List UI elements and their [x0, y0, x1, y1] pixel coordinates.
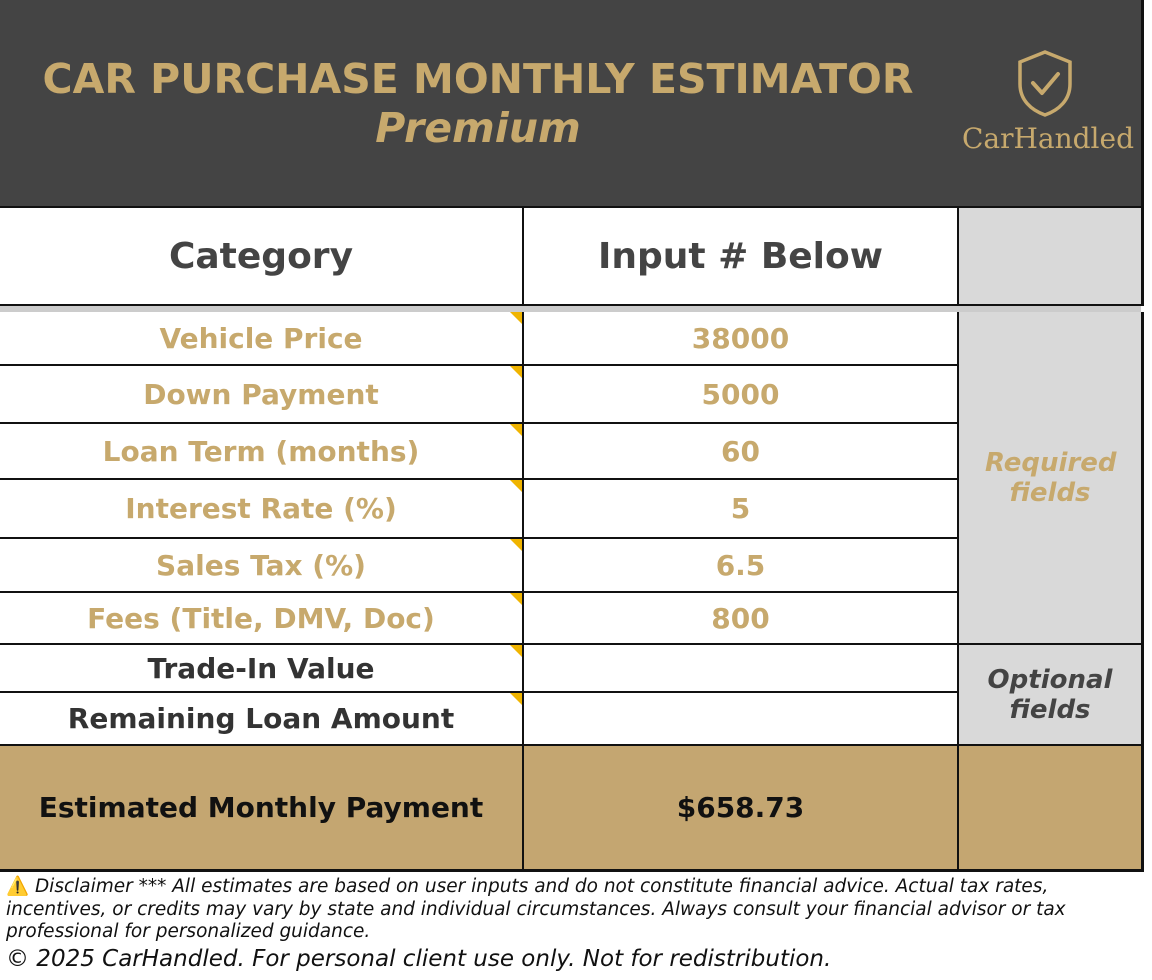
table-row: Vehicle Price 38000 — [0, 312, 1144, 366]
header-divider — [0, 306, 1141, 312]
table-row: Fees (Title, DMV, Doc) 800 — [0, 593, 1144, 645]
copyright-notice: © 2025 CarHandled. For personal client u… — [6, 946, 832, 972]
column-header-notes — [957, 208, 1144, 304]
sales-tax-input[interactable]: 6.5 — [522, 539, 957, 591]
remaining-loan-input[interactable] — [522, 693, 957, 744]
table-header-row: Category Input # Below — [0, 206, 1144, 306]
disclaimer: ⚠️ Disclaimer *** All estimates are base… — [6, 876, 1136, 944]
comment-marker — [510, 366, 522, 378]
comment-marker — [510, 645, 522, 657]
logo-text: CarHandled — [961, 122, 1135, 155]
header-banner: CAR PURCHASE MONTHLY ESTIMATOR Premium C… — [0, 0, 1144, 206]
fees-label: Fees (Title, DMV, Doc) — [0, 593, 522, 643]
loan-term-label: Loan Term (months) — [0, 424, 522, 478]
interest-rate-label: Interest Rate (%) — [0, 480, 522, 537]
table-row: Sales Tax (%) 6.5 — [0, 539, 1144, 593]
column-header-category: Category — [168, 235, 354, 277]
remaining-loan-label: Remaining Loan Amount — [0, 693, 522, 744]
table-row: Loan Term (months) 60 — [0, 424, 1144, 480]
brand-logo: CarHandled — [960, 48, 1140, 168]
table-row: Remaining Loan Amount — [0, 693, 1144, 746]
comment-marker — [510, 693, 522, 705]
comment-marker — [510, 480, 522, 492]
down-payment-label: Down Payment — [0, 366, 522, 422]
trade-in-input[interactable] — [522, 645, 957, 691]
result-row: Estimated Monthly Payment $658.73 — [0, 746, 1144, 872]
comment-marker — [510, 593, 522, 605]
optional-fields-note: Optional fields — [957, 645, 1144, 746]
trade-in-label: Trade-In Value — [0, 645, 522, 691]
table-row: Trade-In Value — [0, 645, 1144, 693]
down-payment-input[interactable]: 5000 — [522, 366, 957, 422]
fees-input[interactable]: 800 — [522, 593, 957, 643]
comment-marker — [510, 539, 522, 551]
loan-term-input[interactable]: 60 — [522, 424, 957, 478]
vehicle-price-label: Vehicle Price — [0, 312, 522, 364]
comment-marker — [510, 424, 522, 436]
interest-rate-input[interactable]: 5 — [522, 480, 957, 537]
table-row: Interest Rate (%) 5 — [0, 480, 1144, 539]
estimated-payment-label: Estimated Monthly Payment — [38, 791, 484, 824]
result-notes-cell — [957, 746, 1144, 869]
warning-icon: ⚠️ — [6, 876, 30, 897]
estimated-payment-value: $658.73 — [522, 746, 957, 869]
column-header-input: Input # Below — [522, 208, 957, 304]
vehicle-price-input[interactable]: 38000 — [522, 312, 957, 364]
page-title: CAR PURCHASE MONTHLY ESTIMATOR — [42, 55, 914, 103]
sales-tax-label: Sales Tax (%) — [0, 539, 522, 591]
table-row: Down Payment 5000 — [0, 366, 1144, 424]
page-subtitle: Premium — [375, 104, 581, 152]
required-fields-note: Required fields — [957, 312, 1144, 645]
shield-check-icon — [1018, 50, 1072, 117]
comment-marker — [510, 312, 522, 324]
disclaimer-text: Disclaimer *** All estimates are based o… — [6, 876, 1066, 942]
